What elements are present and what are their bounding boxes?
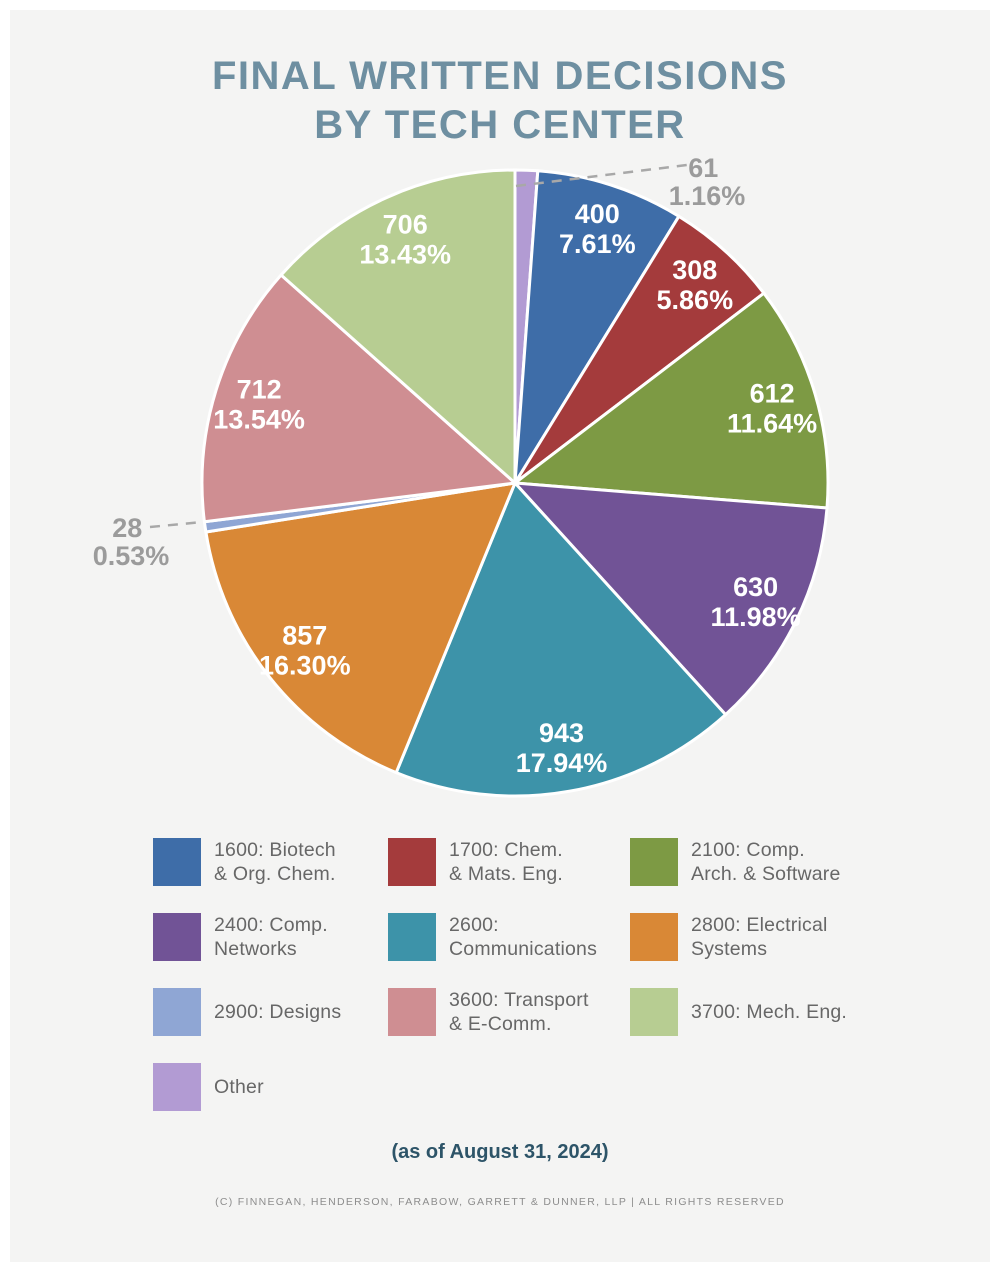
legend-swatch-3700 <box>630 988 678 1036</box>
legend-item-2600: 2600: Communications <box>388 913 630 961</box>
legend-item-2400: 2400: Comp. Networks <box>153 913 388 961</box>
pie-chart: 400 7.61% 308 5.86% 612 11.64% 630 11.98% 943 17.… <box>93 153 830 798</box>
legend-label-1700: 1700: Chem. & Mats. Eng. <box>449 839 564 885</box>
legend-label-3600: 3600: Transport & E-Comm. <box>449 989 589 1035</box>
legend-item-3700: 3700: Mech. Eng. <box>630 988 930 1036</box>
legend-swatch-2900 <box>153 988 201 1036</box>
legend-label-2400: 2400: Comp. Networks <box>214 914 328 960</box>
callout-other-label: 61 1.16% <box>669 153 746 211</box>
pie-slice-2400 <box>513 481 829 717</box>
as-of-date: (as of August 31, 2024) <box>391 1141 609 1163</box>
legend-item-2900: 2900: Designs <box>153 988 388 1036</box>
slice-label-2800: 857 16.30% <box>259 620 351 680</box>
slice-label-2100: 612 11.64% <box>727 379 817 439</box>
callout-other: 61 1.16% <box>515 153 746 211</box>
callout-2900-label: 28 0.53% <box>93 513 170 571</box>
legend-label-2600: 2600: Communications <box>449 914 598 960</box>
legend-swatch-2800 <box>630 913 678 961</box>
pie-slice-2100 <box>513 291 830 510</box>
legend-item-1700: 1700: Chem. & Mats. Eng. <box>388 838 630 886</box>
callout-2900: 28 0.53% <box>93 513 204 571</box>
page-title-line1: FINAL WRITTEN DECISIONS <box>212 54 788 98</box>
callout-2900-leader-line <box>149 520 204 529</box>
legend-item-3600: 3600: Transport & E-Comm. <box>388 988 630 1036</box>
pie-slice-3600 <box>200 273 517 524</box>
legend-label-1600: 1600: Biotech & Org. Chem. <box>214 839 336 885</box>
slice-label-3700: 706 13.43% <box>359 210 451 270</box>
legend-label-2800: 2800: Electrical Systems <box>691 914 828 960</box>
pie-slices: 400 7.61% 308 5.86% 612 11.64% 630 11.98% 943 17.… <box>200 168 830 798</box>
legend-swatch-2600 <box>388 913 436 961</box>
legend-label-other: Other <box>214 1076 264 1098</box>
pie-slice-1600 <box>513 169 681 485</box>
legend-swatch-2100 <box>630 838 678 886</box>
slice-label-2600: 943 17.94% <box>516 718 608 778</box>
pie-slice-2600 <box>394 481 728 798</box>
copyright-notice: (C) FINNEGAN, HENDERSON, FARABOW, GARRET… <box>215 1196 785 1208</box>
legend-label-3700: 3700: Mech. Eng. <box>691 1001 848 1023</box>
legend-label-2100: 2100: Comp. Arch. & Software <box>691 839 841 885</box>
slice-label-1700: 308 5.86% <box>657 255 734 315</box>
legend-item-1600: 1600: Biotech & Org. Chem. <box>153 838 388 886</box>
slice-label-2400: 630 11.98% <box>711 572 801 632</box>
slice-label-1600: 400 7.61% <box>559 199 636 259</box>
legend-item-2800: 2800: Electrical Systems <box>630 913 930 961</box>
page-title-line2: BY TECH CENTER <box>314 103 686 147</box>
pie-slice-2800 <box>204 481 517 775</box>
legend-swatch-1600 <box>153 838 201 886</box>
legend-item-2100: 2100: Comp. Arch. & Software <box>630 838 930 886</box>
legend-label-2900: 2900: Designs <box>214 1001 342 1023</box>
slice-label-3600: 712 13.54% <box>213 374 305 434</box>
pie-slice-3700 <box>279 168 517 485</box>
legend-swatch-3600 <box>388 988 436 1036</box>
legend-swatch-other <box>153 1063 201 1111</box>
legend-swatch-2400 <box>153 913 201 961</box>
legend-swatch-1700 <box>388 838 436 886</box>
page-title: FINAL WRITTEN DECISIONS BY TECH CENTER <box>0 52 1000 150</box>
legend-item-other: Other <box>153 1063 388 1111</box>
legend: 1600: Biotech & Org. Chem. 1700: Chem. & … <box>153 838 953 1111</box>
